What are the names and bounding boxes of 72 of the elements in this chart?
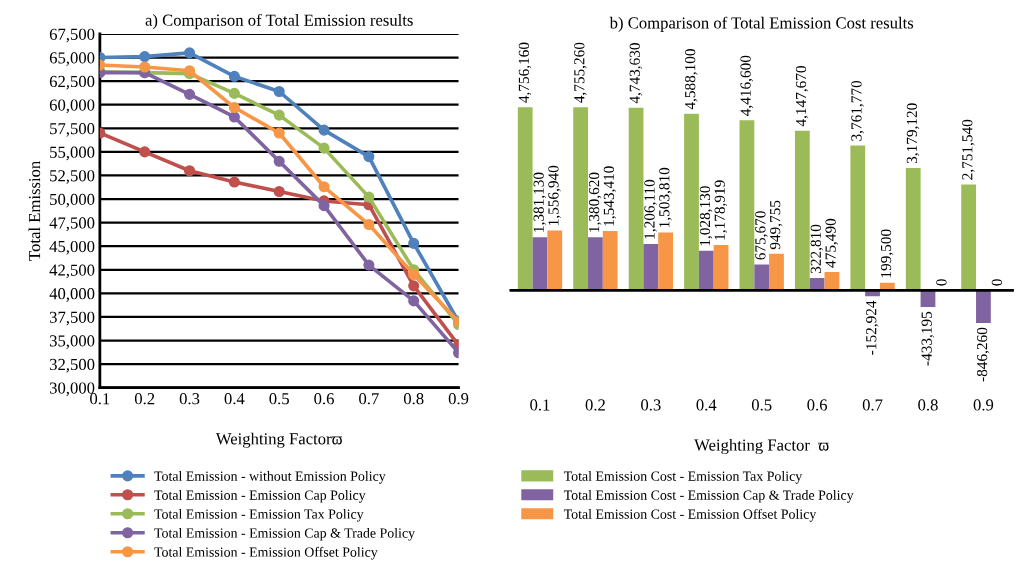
- x-tick-label: 0.8: [403, 393, 424, 405]
- data-label: 1,503,810: [659, 167, 672, 228]
- x-tick-label: 0.5: [751, 399, 772, 411]
- y-tick-label: 52,500: [50, 170, 95, 184]
- data-label: 675,670: [755, 211, 768, 260]
- data-label: 1,380,620: [588, 172, 602, 232]
- legend-label: Total Emission - without Emission Policy: [154, 471, 386, 484]
- x-tick-label: 0.2: [134, 393, 155, 405]
- y-tick-label: 57,500: [50, 122, 95, 137]
- data-label: 1,543,410: [603, 166, 617, 226]
- x-tick-label: 0.3: [179, 393, 200, 405]
- chart-title: a) Comparison of Total Emission results: [145, 13, 413, 30]
- data-label: 2,751,540: [962, 119, 975, 180]
- data-label: 4,147,670: [795, 66, 809, 127]
- y-tick-label: 60,000: [49, 99, 95, 114]
- y-tick-label: 55,000: [50, 146, 95, 161]
- y-tick-label: 42,500: [49, 264, 95, 279]
- x-tick-label: 0.9: [973, 399, 994, 411]
- y-axis-title: Total Emission: [28, 160, 41, 261]
- chart-title: b) Comparison of Total Emission Cost results: [609, 16, 914, 32]
- x-axis-title: Weighting Factor ϖ: [694, 438, 829, 455]
- x-tick-label: 0.8: [918, 399, 938, 411]
- y-tick-label: 40,000: [49, 288, 95, 302]
- y-tick-label: 37,500: [49, 311, 95, 326]
- data-label: 1,178,919: [714, 180, 728, 240]
- x-tick-label: 0.6: [807, 399, 828, 411]
- y-tick-label: 45,000: [49, 240, 95, 255]
- data-label: 3,179,120: [906, 103, 920, 164]
- data-label: 199,500: [880, 229, 894, 278]
- x-tick-label: 0.4: [696, 399, 717, 411]
- data-label: 1,028,130: [699, 186, 713, 246]
- data-label: 322,810: [810, 224, 824, 274]
- x-tick-label: 0.9: [448, 393, 469, 405]
- x-axis-title: Weighting Factorϖ: [215, 432, 342, 448]
- legend-label: Total Emission Cost - Emission Tax Policy: [563, 471, 803, 484]
- data-label: 949,755: [770, 200, 783, 250]
- legend-label: Total Emission - Emission Tax Policy: [154, 508, 364, 522]
- x-tick-label: 0.4: [224, 393, 245, 405]
- y-tick-label: 35,000: [49, 335, 95, 349]
- data-label: -846,260: [976, 327, 990, 382]
- data-label: 1,381,130: [533, 172, 547, 232]
- data-label: 4,756,160: [518, 42, 532, 103]
- data-label: 4,755,260: [574, 42, 587, 103]
- y-tick-label: 62,500: [49, 75, 95, 90]
- data-label: 3,761,770: [851, 80, 864, 141]
- y-tick-label: 65,000: [49, 52, 95, 66]
- x-tick-label: 0.1: [530, 399, 550, 411]
- x-tick-label: 0.3: [641, 399, 661, 411]
- data-label: 0: [936, 279, 947, 286]
- x-tick-label: 0.7: [359, 393, 379, 405]
- data-label: 475,490: [825, 218, 838, 268]
- data-label: 1,556,940: [548, 165, 561, 225]
- legend-label: Total Emission - Emission Cap Policy: [154, 490, 366, 503]
- data-label: 4,588,100: [685, 49, 698, 110]
- y-tick-label: 67,500: [49, 28, 95, 43]
- data-label: 4,416,600: [740, 55, 753, 116]
- legend-label: Total Emission - Emission Cap & Trade Policy: [154, 527, 415, 541]
- data-label: 1,206,110: [644, 179, 657, 239]
- data-label: 4,743,630: [629, 43, 643, 104]
- legend-label: Total Emission - Emission Offset Policy: [154, 546, 378, 560]
- data-label: -433,195: [921, 311, 935, 366]
- x-tick-label: 0.6: [314, 393, 334, 405]
- x-tick-label: 0.2: [585, 399, 605, 411]
- y-tick-label: 32,500: [49, 358, 95, 373]
- legend-label: Total Emission Cost - Emission Cap & Trade Policy: [563, 490, 854, 503]
- data-label: -152,924: [866, 300, 879, 355]
- x-tick-label: 0.7: [862, 399, 883, 411]
- legend-label: Total Emission Cost - Emission Offset Policy: [563, 508, 817, 522]
- x-tick-label: 0.5: [269, 393, 289, 405]
- y-tick-label: 47,500: [49, 217, 95, 231]
- data-label: 0: [991, 279, 1003, 286]
- y-tick-label: 50,000: [50, 193, 95, 208]
